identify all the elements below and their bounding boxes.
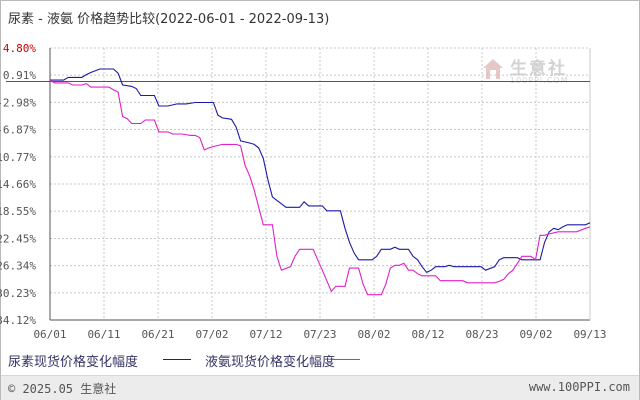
series-line-2 <box>49 79 591 296</box>
x-tick-label: 07/02 <box>195 328 228 341</box>
y-tick-label: -30.23% <box>0 287 36 300</box>
footer-copyright: © 2025.05 生意社 <box>8 382 117 396</box>
x-tick-label: 06/21 <box>141 328 174 341</box>
y-tick-label: -10.77% <box>0 151 36 164</box>
footer-site-link[interactable]: www.100PPI.com <box>528 380 630 394</box>
y-tick-label: -34.12% <box>0 314 36 327</box>
x-tick-label: 07/23 <box>303 328 336 341</box>
legend-swatch-series-1 <box>163 359 191 360</box>
y-tick-label: -18.55% <box>0 205 36 218</box>
y-tick-label: 4.80% <box>3 42 36 55</box>
y-tick-label: -26.34% <box>0 260 36 273</box>
y-tick-label: -2.98% <box>0 96 36 109</box>
legend-label-series-1: 尿素现货价格变化幅度 <box>8 355 139 370</box>
chart-title: 尿素 - 液氨 价格趋势比较(2022-06-01 - 2022-09-13) <box>8 12 330 27</box>
series-lines <box>49 68 591 296</box>
footer-bar <box>1 375 639 400</box>
y-tick-label: -6.87% <box>0 124 36 137</box>
x-tick-label: 07/12 <box>249 328 282 341</box>
x-tick-label: 06/01 <box>33 328 66 341</box>
legend-label-series-2: 液氨现货价格变化幅度 <box>205 355 336 370</box>
series-line-1 <box>50 68 591 273</box>
x-tick-label: 09/02 <box>519 328 552 341</box>
x-tick-label: 08/02 <box>357 328 390 341</box>
house-icon <box>483 59 503 79</box>
tick-labels: 4.80% 0.91% -2.98% -6.87% -10.77% -14.66% -18.… <box>0 42 607 341</box>
y-tick-label: -22.45% <box>0 232 36 245</box>
watermark-logo: 生意社 100PPI.COM <box>478 52 578 90</box>
y-tick-label: -14.66% <box>0 178 36 191</box>
x-tick-label: 08/23 <box>465 328 498 341</box>
x-tick-label: 06/11 <box>87 328 120 341</box>
watermark-site: 100PPI.COM <box>510 76 569 85</box>
axes <box>6 48 591 321</box>
legend-swatch-series-2 <box>332 359 360 360</box>
x-tick-label: 08/12 <box>411 328 444 341</box>
grid <box>49 47 591 321</box>
watermark-name: 生意社 <box>510 59 567 79</box>
y-tick-label: 0.91% <box>3 69 36 82</box>
x-tick-label: 09/13 <box>573 328 606 341</box>
